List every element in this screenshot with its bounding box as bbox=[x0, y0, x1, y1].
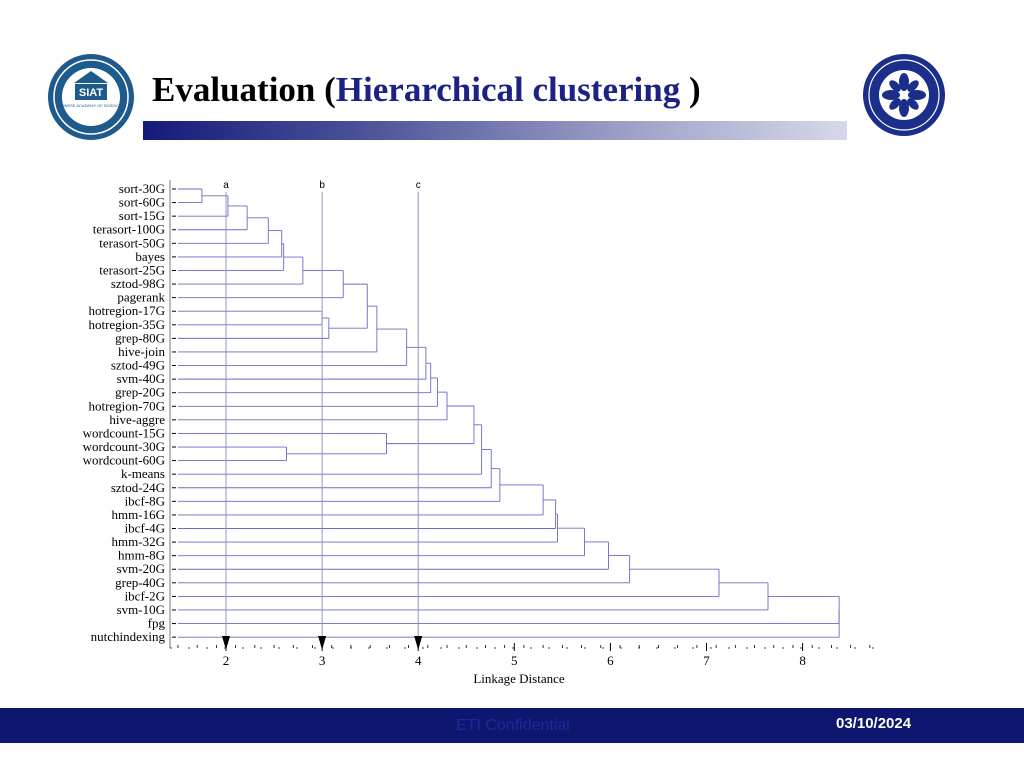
x-axis-title: Linkage Distance bbox=[473, 671, 565, 686]
slide-title: Evaluation (Hierarchical clustering ) bbox=[152, 70, 701, 110]
x-tick-label: 3 bbox=[319, 653, 326, 668]
leaf-label: wordcount-60G bbox=[83, 453, 165, 468]
x-tick-label: 5 bbox=[511, 653, 518, 668]
leaf-label: hotregion-35G bbox=[88, 317, 165, 332]
leaf-label: sort-30G bbox=[119, 181, 165, 196]
leaf-label: wordcount-15G bbox=[83, 425, 165, 440]
leaf-label: hmm-16G bbox=[112, 507, 165, 522]
cut-line-label: b bbox=[319, 180, 325, 191]
cut-line-label: c bbox=[416, 180, 421, 191]
leaf-label: svm-40G bbox=[117, 371, 165, 386]
leaf-label: pagerank bbox=[117, 290, 165, 305]
leaf-label: svm-10G bbox=[117, 602, 165, 617]
slide-title-highlight: Hierarchical clustering bbox=[335, 70, 681, 109]
x-tick-label: 2 bbox=[223, 653, 230, 668]
siat-logo: SIAT CHINESE ACADEMY OF SCIENCES bbox=[48, 54, 134, 140]
leaf-label: hmm-8G bbox=[118, 548, 165, 563]
leaf-label: sztod-24G bbox=[111, 480, 165, 495]
leaf-label: terasort-50G bbox=[99, 235, 165, 250]
leaf-label: grep-80G bbox=[115, 330, 165, 345]
leaf-label: sort-15G bbox=[119, 208, 165, 223]
footer-confidential-label: ETI Confidential bbox=[456, 717, 570, 734]
leaf-label: grep-20G bbox=[115, 385, 165, 400]
leaf-label: ibcf-2G bbox=[125, 588, 165, 603]
leaf-label: ibcf-8G bbox=[125, 493, 165, 508]
leaf-label: hotregion-70G bbox=[88, 398, 165, 413]
leaf-label: hive-aggre bbox=[109, 412, 165, 427]
cut-line-label: a bbox=[223, 180, 229, 191]
footer-date: 03/10/2024 bbox=[836, 715, 912, 732]
slide-title-prefix: Evaluation ( bbox=[152, 70, 336, 109]
title-gradient-bar bbox=[143, 121, 847, 140]
footer-bar: ETI Confidential 03/10/2024 bbox=[0, 708, 1024, 743]
cas-logo bbox=[863, 54, 945, 136]
leaf-label: fpg bbox=[148, 616, 166, 631]
x-tick-label: 7 bbox=[703, 653, 710, 668]
dendrogram-chart: sort-30Gsort-60Gsort-15Gterasort-100Gter… bbox=[83, 180, 875, 686]
slide-title-suffix: ) bbox=[680, 70, 701, 109]
leaf-label: wordcount-30G bbox=[83, 439, 165, 454]
leaf-label: sztod-49G bbox=[111, 358, 165, 373]
leaf-label: terasort-25G bbox=[99, 262, 165, 277]
leaf-label: nutchindexing bbox=[91, 629, 166, 644]
leaf-label: sort-60G bbox=[119, 195, 165, 210]
leaf-label: ibcf-4G bbox=[125, 521, 165, 536]
leaf-label: svm-20G bbox=[117, 561, 165, 576]
leaf-label: bayes bbox=[135, 249, 165, 264]
leaf-label: terasort-100G bbox=[93, 222, 165, 237]
x-tick-label: 4 bbox=[415, 653, 422, 668]
leaf-label: hmm-32G bbox=[112, 534, 165, 549]
siat-logo-text: SIAT bbox=[79, 87, 104, 99]
leaf-label: k-means bbox=[121, 466, 165, 481]
leaf-label: hive-join bbox=[118, 344, 165, 359]
siat-logo-caption: CHINESE ACADEMY OF SCIENCES bbox=[58, 103, 125, 108]
x-tick-label: 8 bbox=[799, 653, 806, 668]
leaf-label: sztod-98G bbox=[111, 276, 165, 291]
x-tick-label: 6 bbox=[607, 653, 614, 668]
leaf-label: hotregion-17G bbox=[88, 303, 165, 318]
leaf-label: grep-40G bbox=[115, 575, 165, 590]
